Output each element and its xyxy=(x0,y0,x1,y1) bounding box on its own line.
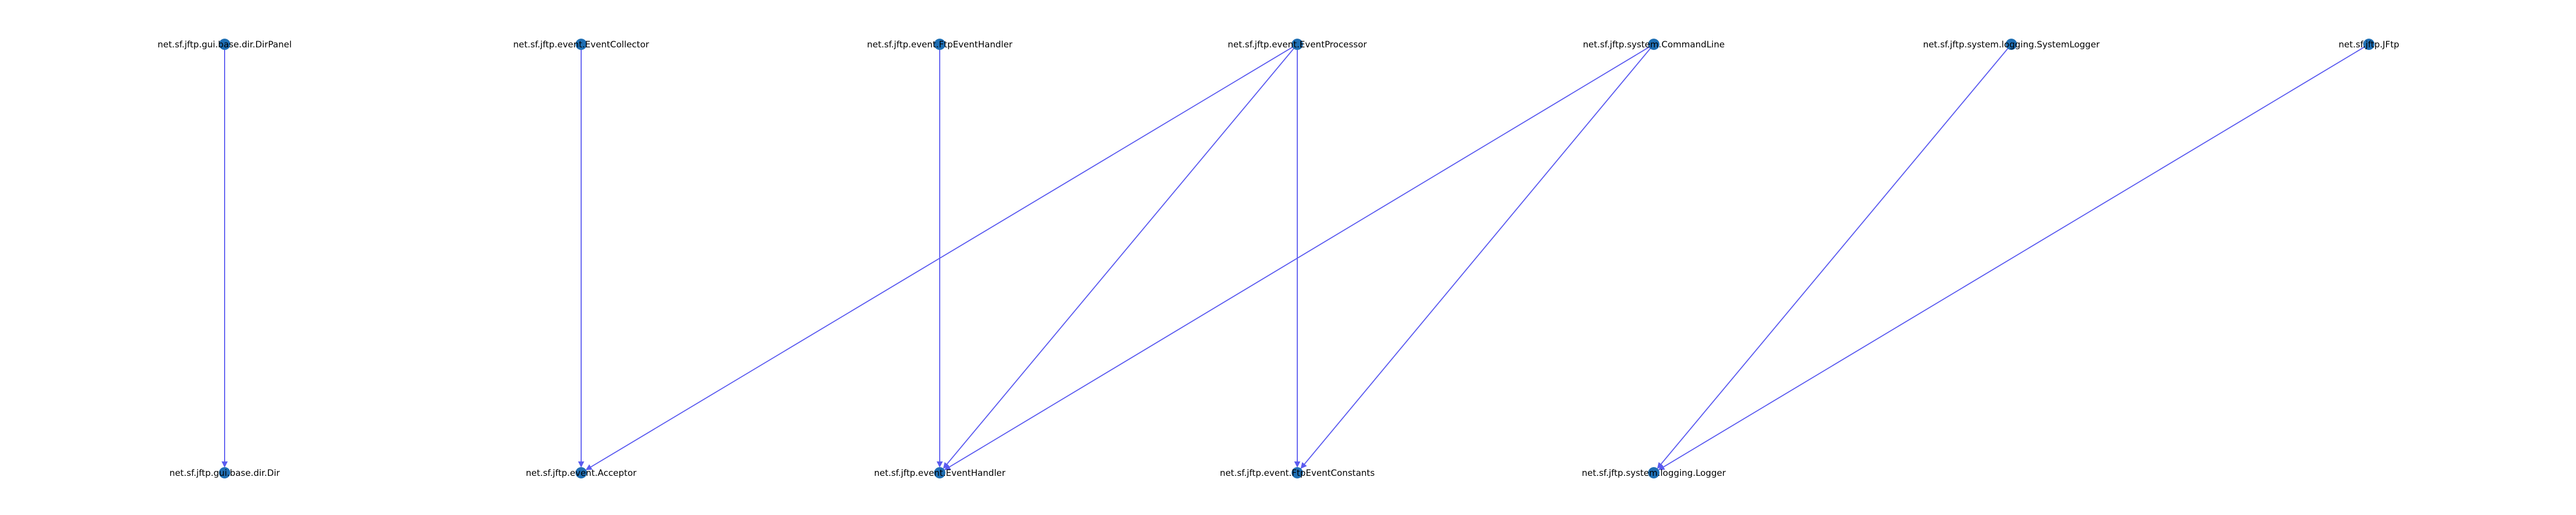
node-label: net.sf.jftp.event.FtpEventHandler xyxy=(867,40,1012,50)
node-label: net.sf.jftp.system.logging.SystemLogger xyxy=(1923,40,2100,50)
node-label: net.sf.jftp.system.CommandLine xyxy=(1583,40,1724,50)
graph-node[interactable] xyxy=(219,467,230,478)
graph-node[interactable] xyxy=(575,467,587,478)
node-label: net.sf.jftp.event.Acceptor xyxy=(526,468,637,478)
edge-n3-to-n9 xyxy=(943,44,1298,469)
edge-n4-to-n9 xyxy=(944,44,1654,470)
node-label: net.sf.jftp.event.FtpEventConstants xyxy=(1220,468,1375,478)
graph-node[interactable] xyxy=(2363,39,2375,50)
nodes-layer xyxy=(219,39,2375,478)
labels-layer: net.sf.jftp.gui.base.dir.DirPanel net.sf.… xyxy=(158,40,2399,478)
graph-node[interactable] xyxy=(2006,39,2017,50)
graph-node[interactable] xyxy=(1648,39,1659,50)
edge-n6-to-n11 xyxy=(1658,44,2369,470)
edge-n5-to-n11 xyxy=(1657,44,2012,469)
graph-node[interactable] xyxy=(1292,39,1303,50)
graph-node[interactable] xyxy=(934,39,945,50)
edge-n4-to-n10 xyxy=(1300,44,1654,469)
node-label: net.sf.jftp.JFtp xyxy=(2338,40,2399,50)
node-label: net.sf.jftp.event.EventCollector xyxy=(513,40,649,50)
edge-n3-to-n8 xyxy=(585,44,1298,470)
node-label: net.sf.jftp.gui.base.dir.DirPanel xyxy=(158,40,292,50)
graph-node[interactable] xyxy=(1292,467,1303,478)
graph-node[interactable] xyxy=(219,39,230,50)
graph-node[interactable] xyxy=(575,39,587,50)
edges-layer xyxy=(222,44,2369,470)
node-label: net.sf.jftp.event.EventProcessor xyxy=(1228,40,1367,50)
graph-node[interactable] xyxy=(934,467,945,478)
node-label: net.sf.jftp.gui.base.dir.Dir xyxy=(170,468,280,478)
node-label: net.sf.jftp.event.EventHandler xyxy=(874,468,1005,478)
node-label: net.sf.jftp.system.logging.Logger xyxy=(1582,468,1725,478)
graph-node[interactable] xyxy=(1648,467,1659,478)
